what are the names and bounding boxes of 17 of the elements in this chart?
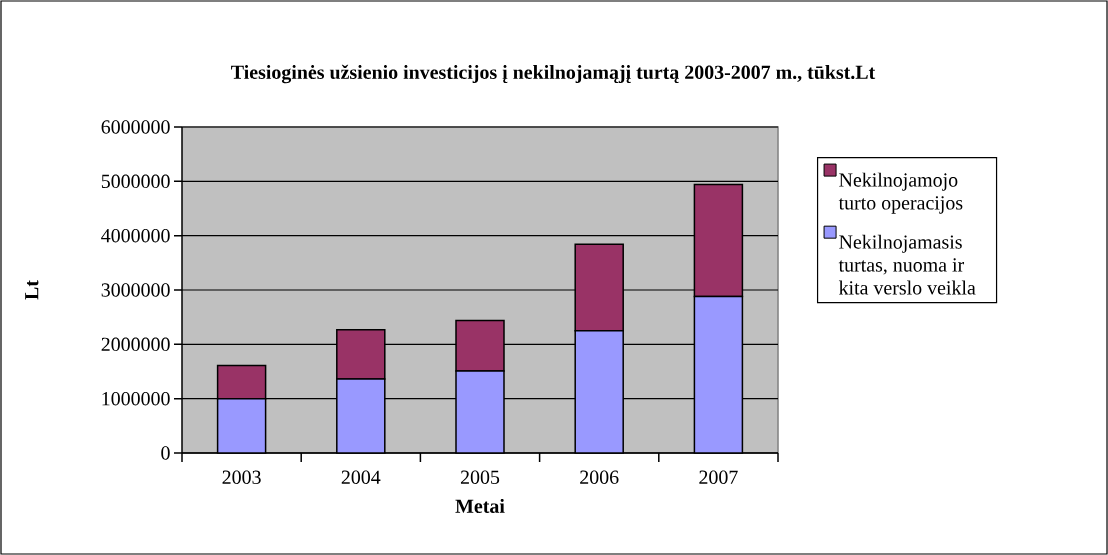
y-tick-label: 2000000 [101, 337, 170, 352]
y-tick-label: 1000000 [102, 391, 170, 406]
x-tick-label: 2005 [460, 470, 500, 484]
x-tick-label: 2007 [699, 470, 738, 484]
x-tick-label: 2004 [341, 470, 381, 484]
chart-title: Tiesioginės užsienio investicijos į nekilnojamąjį turtą 2003-2007 m., tūkst.Lt [231, 64, 876, 84]
legend-label: Nekilnojamasis turtas, nuoma ir kita verslo veikla [838, 234, 976, 295]
y-tick-label: 0 [161, 446, 170, 460]
y-tick-label: 5000000 [101, 174, 170, 189]
x-axis-title: Metai [455, 498, 505, 513]
y-axis-title: Lt [25, 280, 39, 300]
y-tick-label: 4000000 [101, 228, 170, 243]
y-tick-label: 3000000 [101, 283, 170, 297]
x-tick-label: 2003 [222, 470, 261, 484]
x-tick-label: 2006 [580, 470, 619, 484]
legend-label: Nekilnojamojo turto operacijos [838, 172, 963, 214]
y-tick-label: 6000000 [101, 120, 170, 134]
